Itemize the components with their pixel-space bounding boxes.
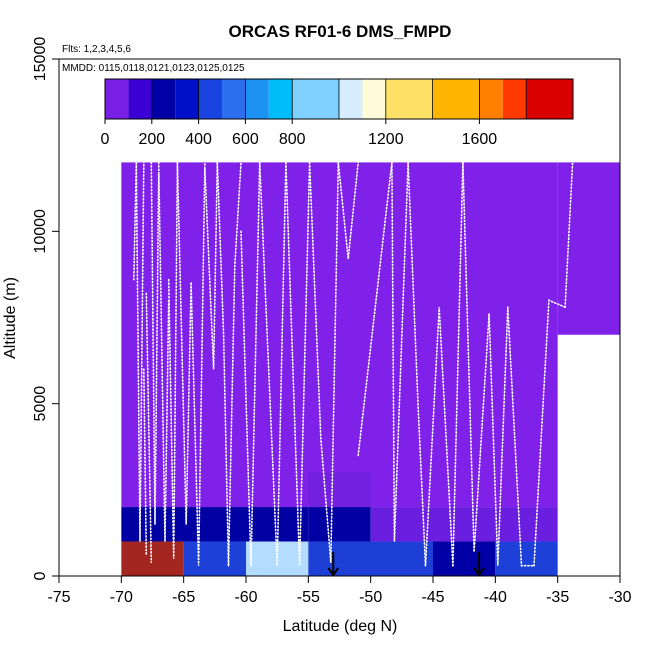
x-tick-label: -35 xyxy=(546,589,569,606)
colorbar-tick-label: 800 xyxy=(279,131,306,148)
y-axis: 0 5000 10000 15000 xyxy=(32,37,59,580)
x-tick-label: -40 xyxy=(484,589,507,606)
colorbar-tick-label: 1200 xyxy=(368,131,404,148)
y-axis-label: Altitude (m) xyxy=(2,277,19,359)
flight-track xyxy=(391,161,409,542)
flight-track xyxy=(135,161,145,542)
heatmap-cell xyxy=(121,507,309,542)
x-axis: -75 -70 -65 -60 -55 -50 -45 -40 -35 -30 xyxy=(47,575,632,606)
flight-tracks xyxy=(133,161,574,567)
x-tick-label: -50 xyxy=(359,589,382,606)
flight-track xyxy=(258,161,287,566)
colorbar-bin xyxy=(385,79,433,119)
heatmap-cell xyxy=(308,541,433,576)
flight-track xyxy=(424,307,454,567)
heatmap-cell xyxy=(370,507,558,542)
flight-track xyxy=(216,161,230,567)
marker-arrow-head xyxy=(327,567,340,577)
colorbar-tick-label: 200 xyxy=(138,131,165,148)
flight-track xyxy=(143,368,148,557)
flight-track xyxy=(357,161,393,457)
heatmap-cell xyxy=(433,541,496,576)
colorbar-tick-label: 600 xyxy=(232,131,259,148)
colorbar-tick-label: 0 xyxy=(101,131,110,148)
flight-track xyxy=(533,299,566,567)
flight-track xyxy=(150,161,160,525)
flight-track xyxy=(204,161,219,370)
colorbar-tick-label: 1600 xyxy=(462,131,498,148)
flight-track xyxy=(506,306,535,567)
colorbar-bin xyxy=(175,79,199,119)
flight-track xyxy=(329,161,340,564)
x-axis-label: Latitude (deg N) xyxy=(283,618,398,635)
x-tick-label: -45 xyxy=(421,589,444,606)
heatmap-cell xyxy=(121,162,558,508)
flight-track xyxy=(407,161,427,567)
flights-annotation: Flts: 1,2,3,4,5,6 xyxy=(62,44,131,55)
colorbar-bin xyxy=(268,79,293,119)
flight-track xyxy=(564,161,574,309)
colorbar-bin xyxy=(502,79,527,119)
heatmap-cells xyxy=(121,162,620,576)
colorbar-bin xyxy=(292,79,339,119)
y-tick-label: 5000 xyxy=(32,386,49,422)
colorbar: 0 200 400 600 800 1200 1600 xyxy=(101,78,574,148)
colorbar-bin xyxy=(479,79,503,119)
sample-markers xyxy=(327,551,485,577)
flight-track xyxy=(227,161,242,567)
colorbar-bin xyxy=(128,79,152,119)
flight-track xyxy=(240,161,261,566)
flight-track xyxy=(190,161,206,566)
dates-annotation: MMDD: 0115,0118,0121,0123,0125,0125 xyxy=(62,63,245,74)
x-tick-label: -55 xyxy=(297,589,320,606)
colorbar-bin xyxy=(432,79,480,119)
x-tick-label: -60 xyxy=(234,589,257,606)
x-tick-label: -65 xyxy=(172,589,195,606)
colorbar-tick-label: 400 xyxy=(185,131,212,148)
x-tick-label: -75 xyxy=(47,589,70,606)
heatmap-cell xyxy=(495,541,558,576)
colorbar-frame xyxy=(104,78,574,120)
marker-arrow-head xyxy=(473,567,485,577)
y-tick-label: 10000 xyxy=(32,209,49,254)
colorbar-bin xyxy=(339,79,363,119)
y-tick-label: 0 xyxy=(32,571,49,580)
flight-track xyxy=(167,161,179,559)
flight-track xyxy=(285,161,311,566)
colorbar-bin xyxy=(245,79,269,119)
flight-track xyxy=(462,161,490,552)
flight-track xyxy=(133,161,138,281)
flight-track xyxy=(145,292,153,564)
colorbar-bin xyxy=(222,79,246,119)
flight-track xyxy=(337,161,360,259)
flight-track xyxy=(488,306,509,566)
heatmap-cell xyxy=(308,507,371,542)
x-tick-label: -30 xyxy=(608,589,631,606)
flight-track xyxy=(176,161,192,525)
colorbar-bin xyxy=(198,79,222,119)
x-tick-label: -70 xyxy=(110,589,133,606)
chart-title: ORCAS RF01-6 DMS_FMPD xyxy=(229,22,452,41)
colorbar-bin xyxy=(362,79,386,119)
flight-track xyxy=(157,161,170,542)
colorbar-bin xyxy=(151,79,176,119)
flight-track xyxy=(452,161,464,567)
colorbar-bin xyxy=(105,79,129,119)
colorbar-bin xyxy=(526,79,573,119)
heatmap-cell xyxy=(557,162,620,335)
heatmap-cell xyxy=(308,472,371,508)
flight-track xyxy=(308,161,332,564)
heatmap-cell xyxy=(183,541,246,576)
y-tick-label: 15000 xyxy=(32,37,49,82)
